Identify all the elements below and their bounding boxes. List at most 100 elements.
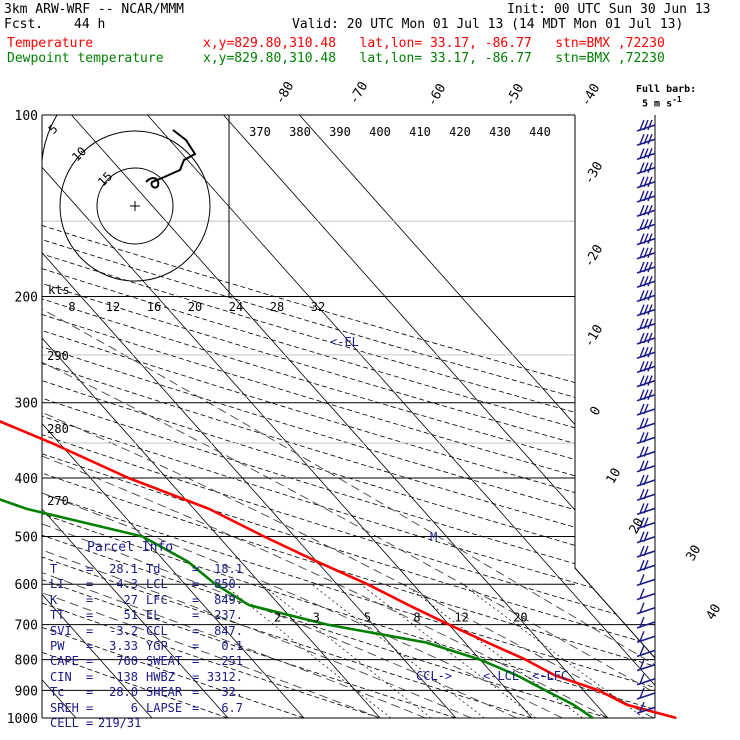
background-grid bbox=[41, 114, 656, 719]
parcel-value: 51 bbox=[123, 608, 138, 623]
wind-barb-flag bbox=[639, 318, 645, 330]
wind-barb bbox=[636, 692, 656, 700]
parcel-key: TT bbox=[50, 608, 65, 623]
parcel-value: 251 bbox=[221, 654, 243, 669]
valid-time: Valid: 20 UTC Mon 01 Jul 13 (14 MDT Mon … bbox=[292, 17, 684, 32]
parcel-key: PW bbox=[50, 639, 65, 653]
dry-adiabat bbox=[42, 115, 229, 718]
wind-barb-flag bbox=[647, 190, 653, 202]
theta-side-label: 280 bbox=[47, 422, 69, 436]
parcel-equals: = bbox=[192, 577, 200, 592]
parcel-key: SVI bbox=[50, 623, 72, 638]
hodograph-speed-tick: 12 bbox=[106, 300, 120, 314]
wind-barb-flag bbox=[639, 190, 645, 202]
parcel-key: CAPE bbox=[50, 654, 79, 669]
isotherm-line bbox=[42, 115, 153, 718]
wind-barb-flag bbox=[643, 290, 649, 301]
parcel-value: 3312. bbox=[206, 669, 243, 684]
hodograph-trace bbox=[145, 129, 197, 189]
hodograph-speed-tick: 16 bbox=[147, 300, 161, 314]
pressure-label: 1000 bbox=[7, 712, 38, 727]
wind-barb-flag bbox=[643, 488, 649, 500]
isotherm-line bbox=[71, 115, 609, 718]
parcel-value: 32. bbox=[221, 685, 243, 700]
wind-barb-flag bbox=[639, 375, 645, 386]
wind-barb-flag bbox=[639, 119, 645, 131]
wind-barb bbox=[636, 578, 656, 587]
wind-barb-flag bbox=[643, 545, 649, 557]
wind-barb-flag bbox=[643, 304, 649, 315]
hodograph-speed-tick: 24 bbox=[229, 300, 243, 314]
parcel-equals: = bbox=[86, 608, 94, 623]
hodograph-speed-tick: 8 bbox=[68, 300, 75, 314]
wind-barb-flag bbox=[639, 247, 645, 259]
isotherm-line bbox=[299, 115, 655, 718]
theta-label: 370 bbox=[249, 125, 271, 139]
wind-barb-flag bbox=[647, 275, 653, 287]
parcel-equals: = bbox=[86, 592, 94, 607]
parcel-equals: = bbox=[86, 716, 94, 730]
parcel-value: 849. bbox=[214, 592, 243, 607]
pressure-label: 700 bbox=[15, 619, 38, 634]
parcel-info-title: Parcel Info bbox=[87, 540, 174, 555]
isotherm-label: -10 bbox=[582, 322, 607, 350]
isotherm-label: 30 bbox=[684, 543, 705, 564]
lfc-marker: <-LFC bbox=[532, 669, 568, 683]
isotherm-label: -50 bbox=[503, 81, 528, 109]
wind-barb-flag bbox=[639, 204, 645, 216]
wind-barb-flag bbox=[639, 673, 645, 685]
parcel-equals: = bbox=[192, 623, 200, 638]
parcel-key: LI bbox=[50, 577, 65, 592]
wind-barb-flag bbox=[647, 204, 653, 216]
wind-barb-flag bbox=[639, 275, 645, 287]
wind-barb bbox=[636, 607, 656, 615]
wind-barb-flag bbox=[647, 148, 653, 159]
moist-adiabat bbox=[42, 296, 381, 718]
ccl-marker: CCL-> bbox=[416, 669, 452, 683]
parcel-value: 760 bbox=[116, 654, 138, 669]
wind-barb-flag bbox=[639, 176, 645, 188]
parcel-value: -138 bbox=[109, 669, 138, 684]
wind-barb-flag bbox=[639, 630, 645, 642]
wind-barb-flag bbox=[643, 417, 649, 429]
parcel-equals: = bbox=[86, 639, 94, 653]
isotherm-label: -60 bbox=[425, 81, 450, 109]
wind-barb-flag bbox=[643, 460, 649, 472]
temperature-legend: Temperature bbox=[7, 36, 94, 51]
wind-barb-flag bbox=[643, 219, 649, 230]
wind-barb-flag bbox=[643, 361, 649, 372]
wind-barb-flag bbox=[639, 133, 645, 145]
parcel-equals: = bbox=[192, 608, 200, 623]
wind-barb-flag bbox=[643, 190, 649, 202]
wind-barb-flag bbox=[639, 559, 645, 571]
theta-label: 440 bbox=[529, 125, 551, 139]
parcel-equals: = bbox=[86, 669, 94, 684]
dry-adiabat bbox=[42, 115, 655, 718]
dewpoint-legend: Dewpoint temperature bbox=[7, 51, 164, 66]
wind-barb-flag bbox=[639, 446, 645, 457]
wind-barb-flag bbox=[639, 219, 645, 230]
wind-barb-flag bbox=[639, 574, 645, 585]
parcel-value: 0.1 bbox=[221, 639, 243, 653]
parcel-equals: = bbox=[192, 639, 200, 653]
isotherm-label: -80 bbox=[273, 79, 298, 107]
wind-barb-flag bbox=[639, 545, 645, 557]
parcel-key: SWEAT bbox=[146, 654, 183, 669]
mixing-ratio-label: 12 bbox=[454, 611, 468, 625]
parcel-value: -3.2 bbox=[109, 623, 138, 638]
wind-barb-flag bbox=[639, 332, 645, 344]
wind-barb-flag bbox=[639, 290, 645, 301]
pressure-label: 900 bbox=[15, 684, 38, 699]
isotherm-line bbox=[42, 115, 381, 718]
parcel-key: LAPSE bbox=[146, 700, 183, 715]
parcel-equals: = bbox=[192, 685, 200, 700]
wind-barb-flag bbox=[639, 148, 645, 159]
parcel-equals: = bbox=[192, 654, 200, 669]
wind-barb-flag bbox=[647, 346, 653, 358]
wind-barb-flag bbox=[647, 233, 653, 244]
parcel-cell-value: 219/31 bbox=[98, 716, 142, 730]
theta-label: 420 bbox=[449, 125, 471, 139]
wind-barb-flag bbox=[639, 645, 645, 656]
pressure-label: 300 bbox=[15, 397, 38, 412]
